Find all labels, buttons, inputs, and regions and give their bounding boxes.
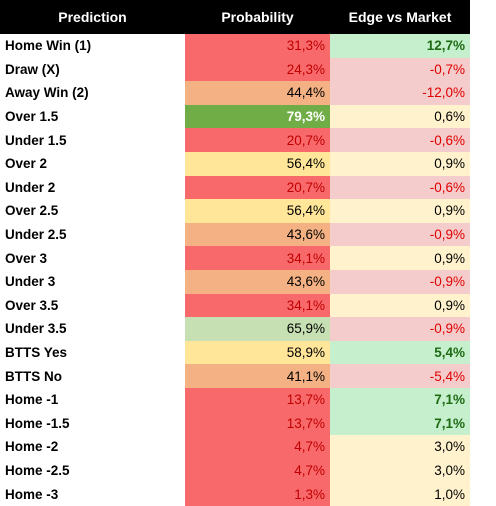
prediction-label: BTTS Yes: [5, 345, 68, 361]
table-row: Home -2 4,7% 3,0%: [0, 435, 470, 459]
probability-cell: 34,1%: [185, 293, 330, 318]
edge-cell: 3,0%: [330, 435, 470, 459]
probability-cell: 1,3%: [185, 482, 330, 506]
prediction-label: Away Win (2): [5, 85, 89, 101]
edge-cell: -0,9%: [330, 222, 470, 247]
probability-cell: 56,4%: [185, 151, 330, 176]
edge-cell: 3,0%: [330, 458, 470, 483]
prediction-label: Under 2: [5, 179, 56, 195]
header-cell: Prediction: [0, 0, 185, 34]
probability-cell: 65,9%: [185, 317, 330, 341]
table-row: Under 3.5 65,9% -0,9%: [0, 317, 470, 341]
prediction-label: Under 3.5: [5, 321, 67, 337]
edge-cell: 12,7%: [330, 34, 470, 58]
edge-cell: -12,0%: [330, 81, 470, 105]
probability-cell: 34,1%: [185, 246, 330, 270]
probability-cell: 56,4%: [185, 199, 330, 223]
edge-cell: -0,6%: [330, 128, 470, 152]
table-row: Away Win (2) 44,4% -12,0%: [0, 81, 470, 105]
prediction-label: Over 2.5: [5, 203, 59, 219]
edge-cell: -0,9%: [330, 317, 470, 341]
table-body: Home Win (1) 31,3% 12,7% Draw (X) 24,3% -0,7%…: [0, 34, 470, 506]
edge-cell: -0,9%: [330, 269, 470, 294]
probability-cell: 79,3%: [185, 104, 330, 129]
prediction-label: Over 3: [5, 250, 48, 266]
prediction-label: Over 3.5: [5, 297, 59, 313]
table-row: BTTS No 41,1% -5,4%: [0, 364, 470, 388]
prediction-label: Home -3: [5, 486, 59, 502]
edge-cell: 7,1%: [330, 387, 470, 412]
header-cell: Edge vs Market: [330, 0, 470, 34]
table-row: Under 2.5 43,6% -0,9%: [0, 222, 470, 247]
table-row: Over 1.5 79,3% 0,6%: [0, 104, 470, 129]
probability-cell: 43,6%: [185, 269, 330, 294]
edge-cell: 1,0%: [330, 482, 470, 506]
probability-cell: 20,7%: [185, 175, 330, 200]
prediction-label: Home -2: [5, 439, 59, 455]
prediction-label: Home Win (1): [5, 38, 92, 54]
edge-cell: 0,9%: [330, 293, 470, 318]
prediction-label: Under 3: [5, 274, 56, 290]
probability-cell: 4,7%: [185, 458, 330, 483]
prediction-label: Home -2.5: [5, 462, 70, 478]
table-row: Over 3 34,1% 0,9%: [0, 246, 470, 270]
probability-cell: 24,3%: [185, 57, 330, 82]
probability-cell: 44,4%: [185, 81, 330, 105]
edge-cell: 0,9%: [330, 246, 470, 270]
edge-cell: 5,4%: [330, 340, 470, 365]
table-row: BTTS Yes 58,9% 5,4%: [0, 340, 470, 365]
edge-cell: -0,6%: [330, 175, 470, 200]
prediction-label: Under 2.5: [5, 227, 67, 243]
probability-cell: 43,6%: [185, 222, 330, 247]
prediction-label: BTTS No: [5, 368, 62, 384]
edge-cell: 7,1%: [330, 411, 470, 436]
table-row: Over 3.5 34,1% 0,9%: [0, 293, 470, 318]
table-row: Under 2 20,7% -0,6%: [0, 175, 470, 200]
prediction-table: Prediction Probability Edge vs Market Ho…: [0, 0, 470, 506]
edge-cell: 0,9%: [330, 199, 470, 223]
probability-cell: 13,7%: [185, 411, 330, 436]
table-row: Home -3 1,3% 1,0%: [0, 482, 470, 506]
probability-cell: 4,7%: [185, 435, 330, 459]
prediction-label: Over 1.5: [5, 109, 59, 125]
prediction-label: Over 2: [5, 156, 48, 172]
table-row: Home -1.5 13,7% 7,1%: [0, 411, 470, 436]
table-row: Under 3 43,6% -0,9%: [0, 269, 470, 294]
prediction-label: Home -1: [5, 392, 59, 408]
table-row: Home -2.5 4,7% 3,0%: [0, 458, 470, 483]
probability-cell: 58,9%: [185, 340, 330, 365]
header-row: Prediction Probability Edge vs Market: [0, 0, 470, 34]
table-row: Over 2 56,4% 0,9%: [0, 151, 470, 176]
table-row: Under 1.5 20,7% -0,6%: [0, 128, 470, 152]
table-row: Over 2.5 56,4% 0,9%: [0, 199, 470, 223]
table-row: Home Win (1) 31,3% 12,7%: [0, 34, 470, 58]
prediction-label: Home -1.5: [5, 415, 70, 431]
edge-cell: -0,7%: [330, 57, 470, 82]
probability-cell: 20,7%: [185, 128, 330, 152]
edge-cell: 0,6%: [330, 104, 470, 129]
probability-cell: 31,3%: [185, 34, 330, 58]
table-row: Home -1 13,7% 7,1%: [0, 387, 470, 412]
probability-cell: 41,1%: [185, 364, 330, 388]
edge-cell: -5,4%: [330, 364, 470, 388]
table-row: Draw (X) 24,3% -0,7%: [0, 57, 470, 82]
probability-cell: 13,7%: [185, 387, 330, 412]
header-cell: Probability: [185, 0, 330, 34]
prediction-label: Draw (X): [5, 61, 60, 77]
edge-cell: 0,9%: [330, 151, 470, 176]
prediction-label: Under 1.5: [5, 132, 67, 148]
